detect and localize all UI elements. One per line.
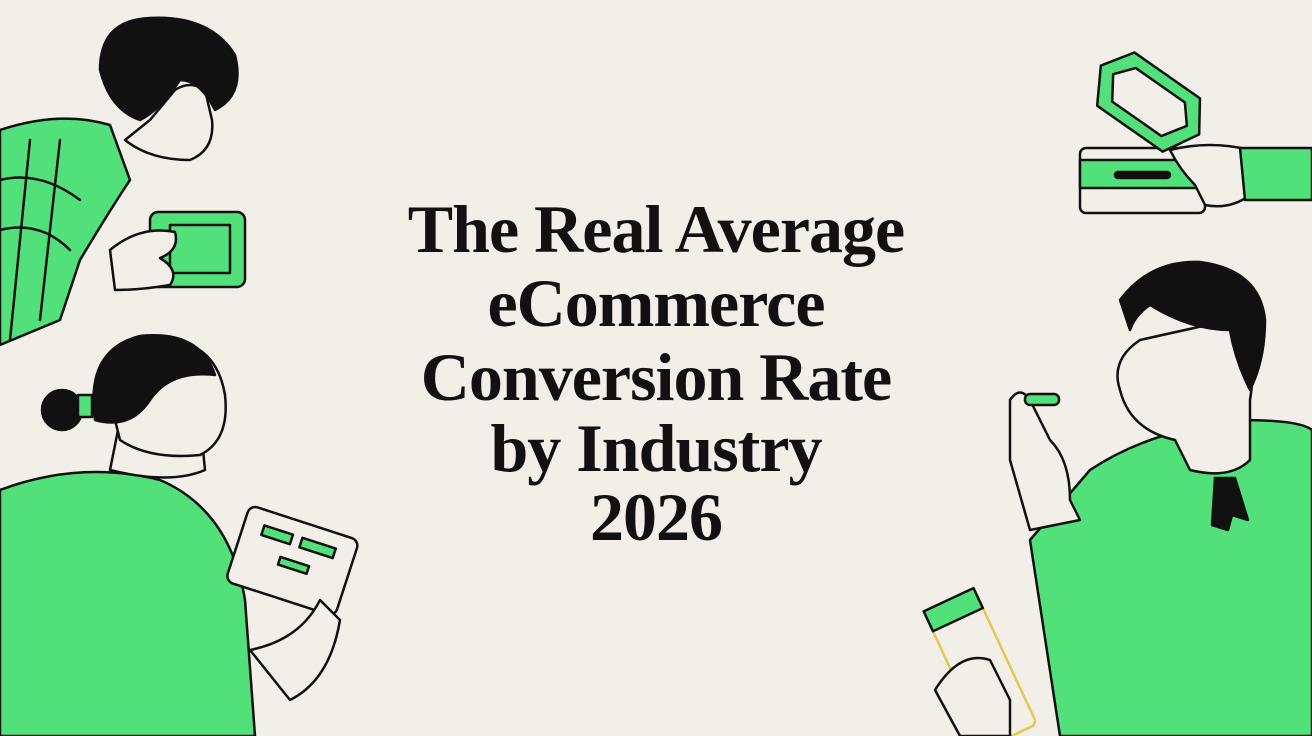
title-line: by Industry: [490, 410, 822, 486]
box-slot: [1113, 170, 1172, 180]
tablet-block: [298, 536, 338, 560]
title-line: Conversion Rate: [421, 339, 891, 415]
face: [123, 83, 214, 162]
sweater-lines: [0, 138, 82, 342]
hand: [933, 656, 1012, 736]
tablet-block: [276, 555, 311, 576]
sweater: [0, 117, 132, 347]
tablet-block: [260, 524, 295, 546]
hair: [98, 16, 239, 122]
pill: [1023, 392, 1061, 407]
hand: [1008, 391, 1082, 532]
title-line: The Real Average: [408, 191, 904, 267]
illustration-person-top-left: [0, 16, 247, 347]
illustration-person-right: [922, 260, 1312, 736]
illustration-box-top-right: [1078, 51, 1312, 215]
tablet: [226, 505, 359, 616]
lid: [1095, 51, 1202, 153]
hand: [248, 598, 342, 702]
title-line: 2026: [590, 479, 722, 555]
hair-tie: [76, 393, 94, 419]
illustration-person-bottom-left: [0, 334, 359, 736]
hair: [92, 334, 217, 424]
phone-top: [922, 586, 985, 633]
hand: [108, 229, 178, 292]
title: The Real Average eCommerce Conversion Ra…: [408, 191, 905, 555]
sleeve: [1238, 146, 1312, 202]
hair-bun: [40, 388, 84, 432]
tie: [1210, 476, 1250, 532]
title-line: eCommerce: [487, 265, 824, 341]
hand: [1168, 143, 1252, 208]
hair: [1118, 260, 1267, 392]
lid-inner: [1110, 66, 1189, 138]
